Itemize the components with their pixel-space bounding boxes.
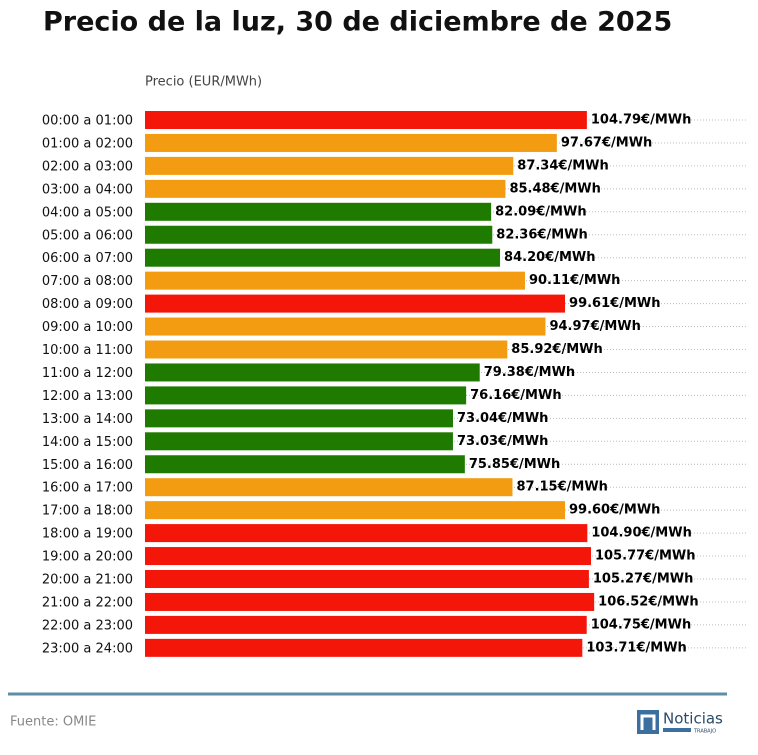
value-label: 85.92€/MWh xyxy=(511,342,602,357)
y-tick-label: 14:00 a 15:00 xyxy=(42,435,133,450)
chart-title: Precio de la luz, 30 de diciembre de 202… xyxy=(43,7,672,38)
bar xyxy=(145,524,588,543)
value-label: 105.77€/MWh xyxy=(595,549,696,564)
bar xyxy=(145,363,480,382)
y-tick-label: 18:00 a 19:00 xyxy=(42,527,133,542)
y-tick-label: 00:00 a 01:00 xyxy=(42,114,133,129)
value-label: 104.90€/MWh xyxy=(591,526,692,541)
y-tick-label: 05:00 a 06:00 xyxy=(42,228,133,243)
y-tick-label: 06:00 a 07:00 xyxy=(42,251,133,266)
value-label: 75.85€/MWh xyxy=(469,457,560,472)
bar xyxy=(145,638,583,657)
logo-glyph xyxy=(640,714,656,730)
y-tick-label: 22:00 a 23:00 xyxy=(42,618,133,633)
bar xyxy=(145,156,514,175)
logo-bar xyxy=(663,728,691,732)
value-label: 105.27€/MWh xyxy=(593,572,694,587)
bar xyxy=(145,455,465,474)
y-tick-label: 15:00 a 16:00 xyxy=(42,458,133,473)
y-tick-label: 13:00 a 14:00 xyxy=(42,412,133,427)
value-label: 97.67€/MWh xyxy=(561,135,652,150)
logo-name: Noticias xyxy=(663,710,723,728)
bar xyxy=(145,202,492,221)
value-label: 87.34€/MWh xyxy=(517,158,608,173)
bar xyxy=(145,111,587,129)
y-tick-label: 20:00 a 21:00 xyxy=(42,573,133,588)
bar xyxy=(145,248,501,267)
bar xyxy=(145,225,493,244)
bar xyxy=(145,409,453,428)
y-tick-label: 07:00 a 08:00 xyxy=(42,274,133,289)
y-tick-label: 11:00 a 12:00 xyxy=(42,366,133,381)
bar xyxy=(145,271,525,290)
value-label: 82.36€/MWh xyxy=(496,227,587,242)
bar xyxy=(145,615,587,634)
bar xyxy=(145,501,565,520)
value-label: 87.15€/MWh xyxy=(516,480,607,495)
y-tick-label: 12:00 a 13:00 xyxy=(42,389,133,404)
y-tick-label: 21:00 a 22:00 xyxy=(42,595,133,610)
y-tick-label: 16:00 a 17:00 xyxy=(42,481,133,496)
value-label: 104.75€/MWh xyxy=(591,617,692,632)
y-tick-label: 02:00 a 03:00 xyxy=(42,159,133,174)
y-tick-label: 08:00 a 09:00 xyxy=(42,297,133,312)
value-label: 82.09€/MWh xyxy=(495,204,586,219)
value-label: 99.60€/MWh xyxy=(569,503,660,518)
bar xyxy=(145,340,508,359)
value-label: 85.48€/MWh xyxy=(509,181,600,196)
value-label: 73.04€/MWh xyxy=(457,411,548,426)
y-tick-label: 23:00 a 24:00 xyxy=(42,641,133,656)
y-tick-label: 01:00 a 02:00 xyxy=(42,136,133,151)
y-tick-label: 04:00 a 05:00 xyxy=(42,205,133,220)
bar xyxy=(145,478,513,497)
value-label: 84.20€/MWh xyxy=(504,250,595,265)
value-label: 76.16€/MWh xyxy=(470,388,561,403)
y-tick-label: 03:00 a 04:00 xyxy=(42,182,133,197)
bar xyxy=(145,179,506,198)
value-label: 104.79€/MWh xyxy=(591,113,692,128)
value-label: 79.38€/MWh xyxy=(484,365,575,380)
value-label: 103.71€/MWh xyxy=(586,640,687,655)
source: Fuente: OMIE xyxy=(10,715,96,730)
value-label: 73.03€/MWh xyxy=(457,434,548,449)
logo-icon xyxy=(637,710,659,734)
bar xyxy=(145,570,589,588)
logo-sub: TRABAJO xyxy=(693,729,716,735)
axis-label: Precio (EUR/MWh) xyxy=(145,75,262,90)
bar xyxy=(145,432,453,451)
y-tick-label: 09:00 a 10:00 xyxy=(42,320,133,335)
value-label: 94.97€/MWh xyxy=(549,319,640,334)
bar xyxy=(145,317,546,336)
value-label: 106.52€/MWh xyxy=(598,594,699,609)
bar xyxy=(145,547,592,566)
bar xyxy=(145,592,595,611)
bar xyxy=(145,133,557,152)
value-label: 90.11€/MWh xyxy=(529,273,620,288)
bar xyxy=(145,386,467,405)
y-tick-label: 17:00 a 18:00 xyxy=(42,504,133,519)
bar xyxy=(145,294,566,313)
value-label: 99.61€/MWh xyxy=(569,296,660,311)
y-tick-label: 10:00 a 11:00 xyxy=(42,343,133,358)
y-tick-label: 19:00 a 20:00 xyxy=(42,550,133,565)
